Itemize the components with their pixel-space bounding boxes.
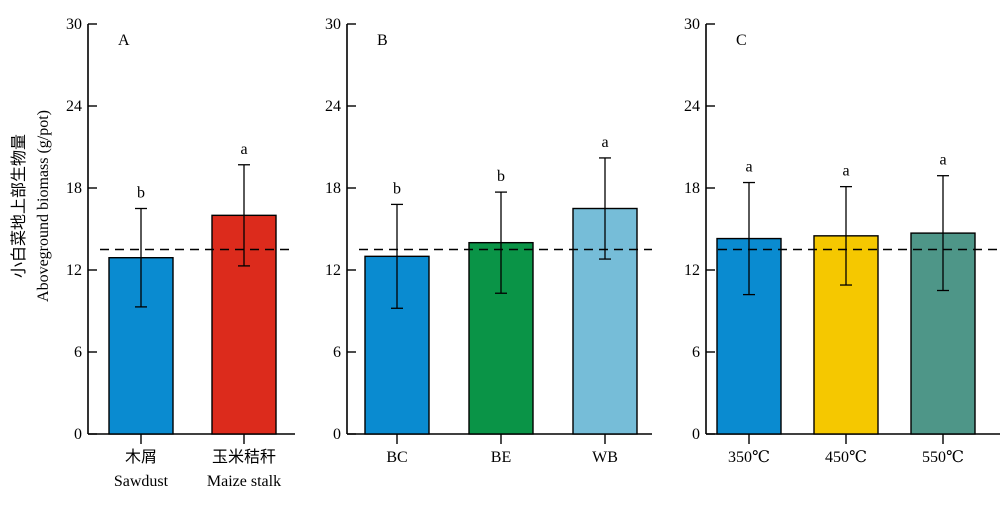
category-label: 350℃ bbox=[728, 449, 770, 466]
significance-letter: a bbox=[240, 141, 247, 158]
category-label: BC bbox=[386, 449, 407, 466]
y-tick-label: 24 bbox=[325, 98, 341, 115]
significance-letter: b bbox=[393, 180, 401, 197]
y-tick-label: 18 bbox=[66, 180, 82, 197]
y-tick-label: 6 bbox=[333, 344, 341, 361]
y-tick-label: 30 bbox=[325, 16, 341, 33]
y-tick-label: 30 bbox=[684, 16, 700, 33]
significance-letter: a bbox=[939, 152, 946, 169]
category-label: 木屑 bbox=[125, 448, 157, 466]
significance-letter: a bbox=[842, 163, 849, 180]
significance-letter: a bbox=[601, 134, 608, 151]
panel-letter: B bbox=[377, 32, 388, 49]
category-label: BE bbox=[491, 449, 511, 466]
y-tick-label: 12 bbox=[66, 262, 82, 279]
significance-letter: b bbox=[497, 168, 505, 185]
category-label: WB bbox=[592, 449, 618, 466]
significance-letter: b bbox=[137, 185, 145, 202]
y-tick-label: 0 bbox=[692, 426, 700, 443]
category-label: 玉米秸秆 bbox=[212, 448, 276, 466]
y-tick-label: 0 bbox=[74, 426, 82, 443]
y-tick-label: 6 bbox=[74, 344, 82, 361]
panel-letter: C bbox=[736, 32, 747, 49]
category-label: Maize stalk bbox=[207, 473, 281, 490]
chart-panels: 0 6 12 18 24 30 Ab 木屑 Sawdust a 玉米秸秆 Maize stalk 0 6 1… bbox=[66, 16, 1000, 490]
panel-A: 0 6 12 18 24 30 Ab 木屑 Sawdust a 玉米秸秆 Maize stalk bbox=[66, 16, 295, 490]
category-label: 450℃ bbox=[825, 449, 867, 466]
y-tick-label: 18 bbox=[325, 180, 341, 197]
y-tick-label: 24 bbox=[684, 98, 700, 115]
significance-letter: a bbox=[745, 159, 752, 176]
category-label: Sawdust bbox=[114, 473, 169, 490]
category-label: 550℃ bbox=[922, 449, 964, 466]
y-axis-title-chinese: 小白菜地上部生物量 bbox=[10, 134, 28, 278]
panel-letter: A bbox=[118, 32, 130, 49]
y-tick-label: 12 bbox=[684, 262, 700, 279]
y-tick-label: 6 bbox=[692, 344, 700, 361]
panel-B: 0 6 12 18 24 30 Bb BC b BE a WB bbox=[325, 16, 652, 466]
y-tick-label: 30 bbox=[66, 16, 82, 33]
y-tick-label: 24 bbox=[66, 98, 82, 115]
y-tick-label: 0 bbox=[333, 426, 341, 443]
y-tick-label: 12 bbox=[325, 262, 341, 279]
y-tick-label: 18 bbox=[684, 180, 700, 197]
y-axis-title-english: Aboveground biomass (g/pot) bbox=[35, 110, 52, 302]
panel-C: 0 6 12 18 24 30 Ca 350℃ a 450℃ a 550℃ bbox=[684, 16, 1000, 466]
